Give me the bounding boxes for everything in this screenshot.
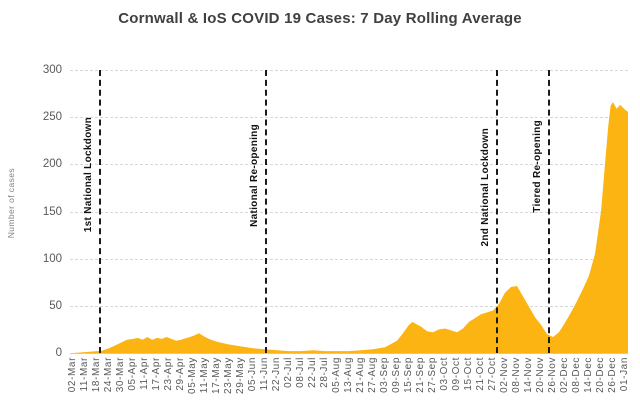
x-tick-label: 02-Nov [499,357,510,393]
x-tick-label: 11-May [199,357,210,394]
annotation-line-2 [265,70,268,353]
y-tick-label: 50 [49,299,62,312]
x-tick-label: 05-Apr [127,357,138,391]
x-tick-label: 17-Apr [151,357,162,391]
y-tick-label: 300 [42,64,62,76]
x-tick-label: 14-Nov [523,357,534,393]
area-series [73,102,628,353]
x-tick-label: 22-Jul [307,357,318,388]
gridline [70,258,628,260]
annotation-label-2: National Re-opening [249,123,261,227]
x-tick-label: 28-Jul [319,357,330,388]
x-tick-label: 21-Oct [475,357,486,391]
x-tick-label: 22-Jun [271,357,282,392]
x-tick-label: 20-Nov [535,357,546,393]
plot-area: 1st National Lockdown National Re-opening… [70,70,628,354]
y-tick-label: 100 [42,252,62,265]
y-axis-tick-labels: 0 50 100 150 200 250 300 [24,64,62,359]
x-tick-label: 03-Oct [439,357,450,391]
x-tick-label: 11-Apr [139,357,150,390]
gridline [70,211,628,213]
x-tick-label: 09-Oct [451,357,462,391]
x-tick-label: 18-Mar [91,357,102,393]
x-tick-label: 27-Sep [427,357,438,393]
y-axis-title: Number of cases [6,168,16,239]
x-tick-label: 08-Dec [571,357,582,393]
x-tick-label: 27-Aug [367,357,378,393]
x-tick-label: 11-Jun [259,357,270,391]
y-tick-label: 150 [42,205,62,218]
x-tick-label: 05-Jun [247,357,258,392]
annotation-label-3: 2nd National Lockdown [479,127,491,247]
y-tick-label: 0 [55,347,62,359]
x-tick-label: 05-Aug [331,357,342,393]
x-tick-label: 26-Nov [547,357,558,393]
x-tick-label: 05-May [187,357,198,394]
x-tick-label: 15-Sep [403,357,414,393]
x-tick-label: 23-Apr [163,357,174,391]
annotation-line-1 [99,70,102,353]
annotation-label-4: Tiered Re-opening [532,119,544,213]
annotation-label-1: 1st National Lockdown [83,117,95,233]
area-chart-svg [73,102,628,353]
x-tick-label: 11-Mar [79,357,90,392]
gridline [70,117,628,119]
x-tick-label: 15-Oct [463,357,474,391]
x-tick-label: 14-Dec [583,357,594,393]
chart-title: Cornwall & IoS COVID 19 Cases: 7 Day Rol… [118,10,522,27]
x-tick-label: 24-Mar [103,357,114,393]
x-tick-label: 23-May [223,357,234,394]
x-tick-label: 21-Aug [355,357,366,393]
y-tick-label: 250 [42,111,62,124]
x-tick-label: 01-Jan [619,357,630,392]
x-tick-label: 02-Jul [283,357,294,388]
x-tick-label: 30-Mar [115,357,126,393]
y-tick-label: 200 [42,158,62,171]
x-tick-label: 13-Aug [343,357,354,393]
x-tick-label: 03-Sep [379,357,390,393]
x-tick-label: 29-May [235,357,246,394]
gridline [70,70,628,71]
annotation-line-3 [495,70,498,353]
x-tick-label: 08-Nov [511,357,522,393]
x-tick-label: 08-Jul [295,357,306,388]
x-axis-tick-labels: 02-Mar 11-Mar 18-Mar 24-Mar 30-Mar 05-Apr 11-A… [67,357,636,415]
x-tick-label: 02-Mar [67,357,78,393]
x-tick-label: 09-Sep [391,357,402,393]
x-tick-label: 29-Apr [175,357,186,391]
x-tick-label: 21-Sep [415,357,426,393]
x-tick-label: 27-Oct [487,357,498,391]
x-tick-label: 17-May [211,357,222,394]
gridline [70,164,628,166]
annotation-line-4 [548,70,551,353]
x-tick-label: 20-Dec [595,357,606,393]
gridline [70,305,628,307]
x-tick-label: 26-Dec [607,357,618,393]
x-tick-label: 02-Dec [559,357,570,393]
